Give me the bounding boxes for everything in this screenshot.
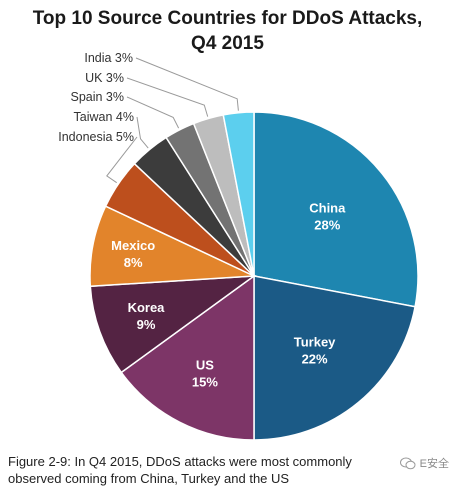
slice-label-india: India 3% (84, 51, 133, 65)
slice-label-turkey: Turkey 22% (294, 334, 336, 366)
slice-label-korea: Korea 9% (128, 300, 166, 332)
chart-title-line-1: Top 10 Source Countries for DDoS Attacks… (32, 8, 423, 29)
watermark: E安全 (399, 455, 449, 471)
watermark-text: E安全 (419, 458, 449, 470)
slice-china (253, 111, 419, 308)
pie-chart: China 28% Turkey 22% US 15% Korea 9% Mexico 8% Ind… (58, 51, 419, 441)
caption-line-1: Figure 2-9: In Q4 2015, DDoS attacks wer… (8, 454, 352, 469)
leader-line-spain (126, 96, 180, 129)
slice-label-indonesia: Indonesia 5% (58, 130, 134, 144)
slice-turkey (253, 275, 416, 441)
leader-line-uk (126, 77, 209, 117)
caption-line-2: observed coming from China, Turkey and t… (8, 471, 290, 486)
slice-label-taiwan: Taiwan 4% (74, 110, 134, 124)
slice-label-mexico: Mexico 8% (111, 238, 155, 270)
wechat-icon (399, 457, 416, 469)
chart-title: Top 10 Source Countries for DDoS Attacks… (0, 6, 455, 56)
slice-label-uk: UK 3% (85, 71, 124, 85)
slice-label-china: China 28% (309, 200, 346, 232)
leader-line-taiwan (136, 116, 149, 149)
slice-korea (89, 275, 257, 374)
chart-title-line-2: Q4 2015 (191, 33, 264, 54)
slice-india (222, 111, 255, 277)
leader-line-india (135, 57, 239, 111)
slice-us (120, 274, 255, 441)
figure-caption: Figure 2-9: In Q4 2015, DDoS attacks wer… (8, 453, 448, 487)
slice-label-us: US 15% (192, 357, 218, 389)
leader-line-indonesia (106, 136, 138, 184)
slice-label-spain: Spain 3% (70, 90, 124, 104)
